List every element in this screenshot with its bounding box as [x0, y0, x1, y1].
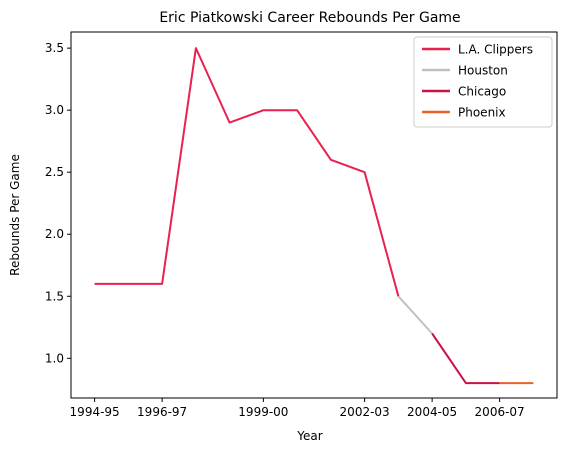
legend-label: Houston [458, 64, 508, 78]
x-tick-label: 1999-00 [238, 405, 288, 419]
legend-label: Phoenix [458, 106, 506, 120]
legend-label: L.A. Clippers [458, 43, 533, 57]
x-tick-label: 1996-97 [137, 405, 187, 419]
y-tick-label: 1.0 [45, 351, 64, 365]
y-tick-label: 3.5 [45, 41, 64, 55]
series-line-l-a-clippers [94, 47, 400, 297]
legend-box [413, 36, 553, 128]
legend: L.A. Clippers Houston Chicago Phoenix [413, 36, 553, 128]
y-tick-label: 2.0 [45, 227, 64, 241]
x-tick-label: 1994-95 [70, 405, 120, 419]
x-tick-label: 2006-07 [475, 405, 525, 419]
series-line-chicago [431, 332, 500, 385]
x-axis-label: Year [296, 429, 322, 443]
x-tick-label: 2002-03 [340, 405, 390, 419]
y-tick-label: 1.5 [45, 289, 64, 303]
x-tick-label: 2004-05 [407, 405, 457, 419]
chart-title: Eric Piatkowski Career Rebounds Per Game [159, 10, 460, 26]
y-tick-label: 2.5 [45, 165, 64, 179]
y-tick-label: 3.0 [45, 103, 64, 117]
series-line-houston [397, 295, 433, 335]
legend-label: Chicago [458, 85, 506, 99]
y-axis-label: Rebounds Per Game [8, 154, 22, 276]
plot-frame [70, 31, 558, 399]
